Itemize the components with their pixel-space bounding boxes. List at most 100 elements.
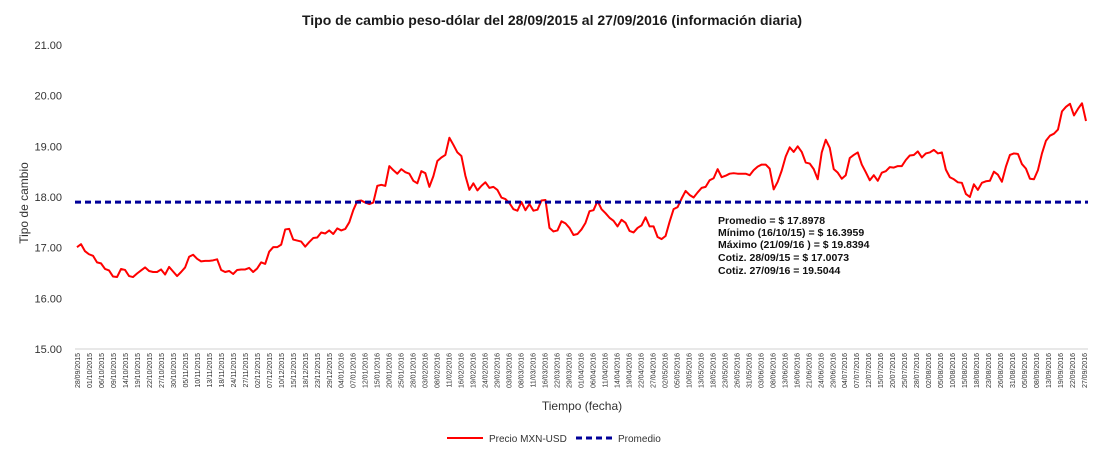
legend: Precio MXN-USD Promedio [447,434,661,445]
x-tick-label: 05/08/2016 [938,353,945,388]
stats-line-cotiz-inicio: Cotiz. 28/09/15 = $ 17.0073 [718,252,849,264]
x-tick-label: 08/03/2016 [519,353,526,388]
x-tick-label: 16/02/2016 [459,353,466,388]
x-tick-label: 29/02/2016 [495,353,502,388]
x-tick-label: 19/09/2016 [1058,353,1065,388]
x-tick-label: 24/11/2015 [231,353,238,388]
x-tick-label: 15/07/2016 [878,353,885,388]
x-tick-label: 31/08/2016 [1010,353,1017,388]
y-tick-label: 19.00 [34,141,62,153]
x-tick-label: 13/09/2016 [1046,353,1053,388]
x-tick-label: 18/12/2015 [303,353,310,388]
x-tick-label: 10/05/2016 [686,353,693,388]
x-tick-label: 13/11/2015 [207,353,214,388]
x-tick-label: 14/10/2015 [123,353,130,388]
x-tick-label: 11/02/2016 [447,353,454,388]
x-tick-label: 31/05/2016 [746,353,753,388]
x-tick-label: 19/02/2016 [471,353,478,388]
x-tick-label: 05/11/2015 [183,353,190,388]
x-tick-label: 08/09/2016 [1034,353,1041,388]
x-tick-label: 18/05/2016 [710,353,717,388]
x-tick-label: 15/12/2015 [291,353,298,388]
x-tick-label: 28/01/2016 [411,353,418,388]
x-tick-label: 22/10/2015 [147,353,154,388]
x-tick-label: 20/01/2016 [387,353,394,388]
x-tick-label: 04/07/2016 [842,353,849,388]
x-tick-label: 01/10/2015 [87,353,94,388]
stats-line-maximo: Máximo (21/09/16 ) = $ 19.8394 [718,239,870,251]
x-tick-label: 26/05/2016 [734,353,741,388]
y-axis-label: Tipo de cambio [17,162,31,244]
x-tick-label: 29/03/2016 [567,353,574,388]
x-tick-label: 20/07/2016 [890,353,897,388]
x-tick-label: 19/10/2015 [135,353,142,388]
x-tick-label: 28/09/2015 [75,353,82,388]
x-tick-label: 06/04/2016 [590,353,597,388]
x-tick-label: 24/02/2016 [483,353,490,388]
legend-item-promedio: Promedio [576,434,661,445]
y-tick-label: 17.00 [34,243,62,255]
x-tick-label: 02/12/2015 [255,353,262,388]
x-tick-label: 03/06/2016 [758,353,765,388]
x-tick-label: 14/04/2016 [614,353,621,388]
y-tick-label: 15.00 [34,344,62,356]
x-tick-label: 22/03/2016 [555,353,562,388]
x-tick-label: 08/06/2016 [770,353,777,388]
x-tick-label: 27/04/2016 [650,353,657,388]
x-tick-label: 26/08/2016 [998,353,1005,388]
x-tick-label: 29/06/2016 [830,353,837,388]
legend-item-precio: Precio MXN-USD [447,434,567,445]
series-line-precio [76,102,1087,279]
x-tick-label: 02/08/2016 [926,353,933,388]
legend-label-promedio: Promedio [618,434,661,445]
x-tick-label: 21/06/2016 [806,353,813,388]
x-tick-label: 18/11/2015 [219,353,226,388]
x-tick-label: 13/05/2016 [698,353,705,388]
x-tick-label: 30/10/2015 [171,353,178,388]
x-tick-label: 05/05/2016 [674,353,681,388]
x-tick-label: 02/05/2016 [662,353,669,388]
x-tick-label: 24/06/2016 [818,353,825,388]
x-tick-label: 27/09/2016 [1082,353,1089,388]
stats-line-minimo: Mínimo (16/10/15) = $ 16.3959 [718,227,864,239]
x-tick-label: 27/11/2015 [243,353,250,388]
y-tick-label: 16.00 [34,293,62,305]
x-tick-label: 10/11/2015 [195,353,202,388]
x-tick-label: 18/08/2016 [974,353,981,388]
x-tick-label: 11/04/2016 [602,353,609,388]
x-tick-label: 12/01/2016 [363,353,370,388]
x-tick-label: 09/10/2015 [111,353,118,388]
x-axis-ticks: 28/09/2015 01/10/2015 06/10/2015 09/10/2015… [75,353,1089,388]
x-tick-label: 28/07/2016 [914,353,921,388]
x-tick-label: 10/08/2016 [950,353,957,388]
x-tick-label: 06/10/2015 [99,353,106,388]
x-tick-label: 29/12/2015 [327,353,334,388]
x-tick-label: 03/02/2016 [423,353,430,388]
x-tick-label: 03/03/2016 [507,353,514,388]
stats-line-cotiz-fin: Cotiz. 27/09/16 = 19.5044 [718,265,840,277]
x-tick-label: 23/12/2015 [315,353,322,388]
series-layer [75,102,1088,279]
x-tick-label: 15/01/2016 [375,353,382,388]
y-tick-label: 21.00 [34,40,62,52]
x-tick-label: 27/10/2015 [159,353,166,388]
x-tick-label: 22/09/2016 [1070,353,1077,388]
x-tick-label: 12/07/2016 [866,353,873,388]
x-tick-label: 11/03/2016 [531,353,538,388]
x-tick-label: 25/07/2016 [902,353,909,388]
x-tick-label: 04/01/2016 [339,353,346,388]
x-tick-label: 23/05/2016 [722,353,729,388]
x-tick-label: 19/04/2016 [626,353,633,388]
stats-annotation: Promedio = $ 17.8978 Mínimo (16/10/15) =… [718,215,870,277]
x-tick-label: 15/08/2016 [962,353,969,388]
chart-title: Tipo de cambio peso-dólar del 28/09/2015… [302,12,802,28]
x-axis-label: Tiempo (fecha) [542,399,622,413]
x-tick-label: 22/04/2016 [638,353,645,388]
x-tick-label: 16/03/2016 [543,353,550,388]
stats-line-promedio: Promedio = $ 17.8978 [718,215,825,227]
x-tick-label: 07/12/2015 [267,353,274,388]
x-tick-label: 25/01/2016 [399,353,406,388]
x-tick-label: 16/06/2016 [794,353,801,388]
